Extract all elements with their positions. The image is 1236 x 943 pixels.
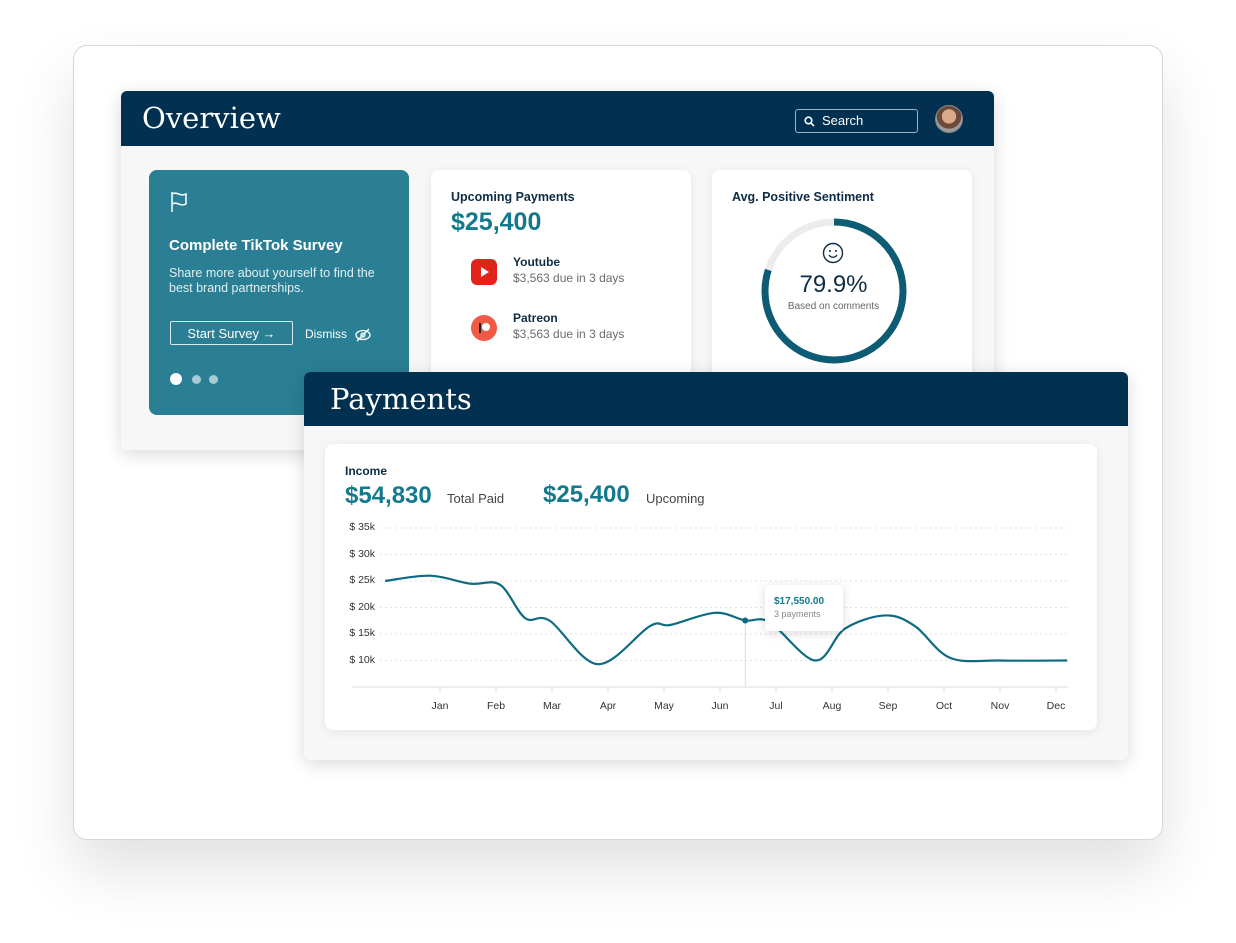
y-tick-label: $ 15k [349, 627, 375, 639]
upcoming-total-amount: $25,400 [543, 481, 630, 508]
payment-detail: $3,563 due in 3 days [513, 271, 625, 285]
x-tick-label: May [654, 700, 674, 712]
x-tick-label: Mar [542, 700, 562, 712]
upcoming-total-label: Upcoming [646, 491, 705, 506]
youtube-icon [471, 259, 497, 285]
income-label: Income [345, 464, 388, 478]
flag-icon [171, 192, 187, 212]
sentiment-ring [761, 218, 907, 364]
sentiment-ring-fill [761, 218, 907, 364]
x-tick-label: Jan [431, 700, 449, 712]
carousel-dot[interactable] [209, 375, 218, 384]
overview-header: Overview Search [121, 91, 994, 146]
x-tick-label: Aug [822, 700, 842, 712]
y-tick-label: $ 20k [349, 600, 375, 613]
x-tick-label: Apr [599, 700, 617, 712]
x-tick-label: Jun [711, 700, 729, 712]
x-tick-label: Sep [878, 700, 898, 712]
upcoming-amount: $25,400 [451, 208, 542, 236]
start-survey-button[interactable]: Start Survey → [170, 321, 293, 345]
dismiss-label: Dismiss [305, 327, 347, 341]
total-paid-label: Total Paid [447, 491, 505, 506]
payment-name: Youtube [513, 255, 561, 269]
chart-tooltip: $17,550.00 3 payments [765, 585, 843, 631]
page-title: Overview [142, 101, 281, 135]
x-tick-label: Jul [769, 700, 783, 712]
avatar[interactable] [935, 105, 963, 133]
survey-card: Complete TikTok Survey Share more about … [149, 170, 409, 415]
tooltip-sub: 3 payments [774, 609, 821, 619]
sentiment-title: Avg. Positive Sentiment [732, 190, 874, 204]
y-tick-label: $ 10k [349, 653, 375, 666]
patreon-icon [471, 315, 497, 341]
carousel-dot-active[interactable] [170, 373, 182, 385]
survey-title: Complete TikTok Survey [169, 237, 343, 254]
search-input[interactable]: Search [795, 109, 918, 133]
y-tick-label: $ 35k [349, 521, 375, 533]
sentiment-value: 79.9% [799, 271, 868, 298]
x-tick-label: Nov [990, 700, 1010, 712]
payment-name: Patreon [513, 311, 558, 325]
smiley-icon [822, 242, 844, 264]
dismiss-button[interactable]: Dismiss [305, 327, 372, 342]
income-series-line [384, 574, 1068, 666]
y-tick-label: $ 30k [349, 547, 375, 560]
x-tick-label: Feb [486, 700, 506, 712]
survey-text: Share more about yourself to find the be… [169, 266, 375, 295]
upcoming-title: Upcoming Payments [451, 190, 575, 204]
tooltip-value: $17,550.00 [774, 596, 825, 607]
search-icon [804, 116, 815, 127]
hover-point [742, 617, 749, 624]
carousel-dot[interactable] [192, 375, 201, 384]
sentiment-sub: Based on comments [787, 301, 880, 312]
income-chart [352, 527, 1068, 693]
y-tick-label: $ 25k [349, 574, 375, 586]
eye-slash-icon [355, 328, 371, 342]
x-tick-label: Dec [1046, 700, 1066, 712]
payments-title: Payments [330, 382, 472, 416]
income-card: Income $54,830 Total Paid $25,400 Upcomi… [325, 444, 1097, 730]
payment-detail: $3,563 due in 3 days [513, 327, 625, 341]
total-paid-amount: $54,830 [345, 482, 432, 509]
x-tick-label: Oct [935, 700, 953, 712]
payments-header: Payments [304, 372, 1128, 426]
payments-window: Payments Income $54,830 Total Paid $25,4… [304, 372, 1128, 760]
search-placeholder: Search [822, 113, 864, 128]
